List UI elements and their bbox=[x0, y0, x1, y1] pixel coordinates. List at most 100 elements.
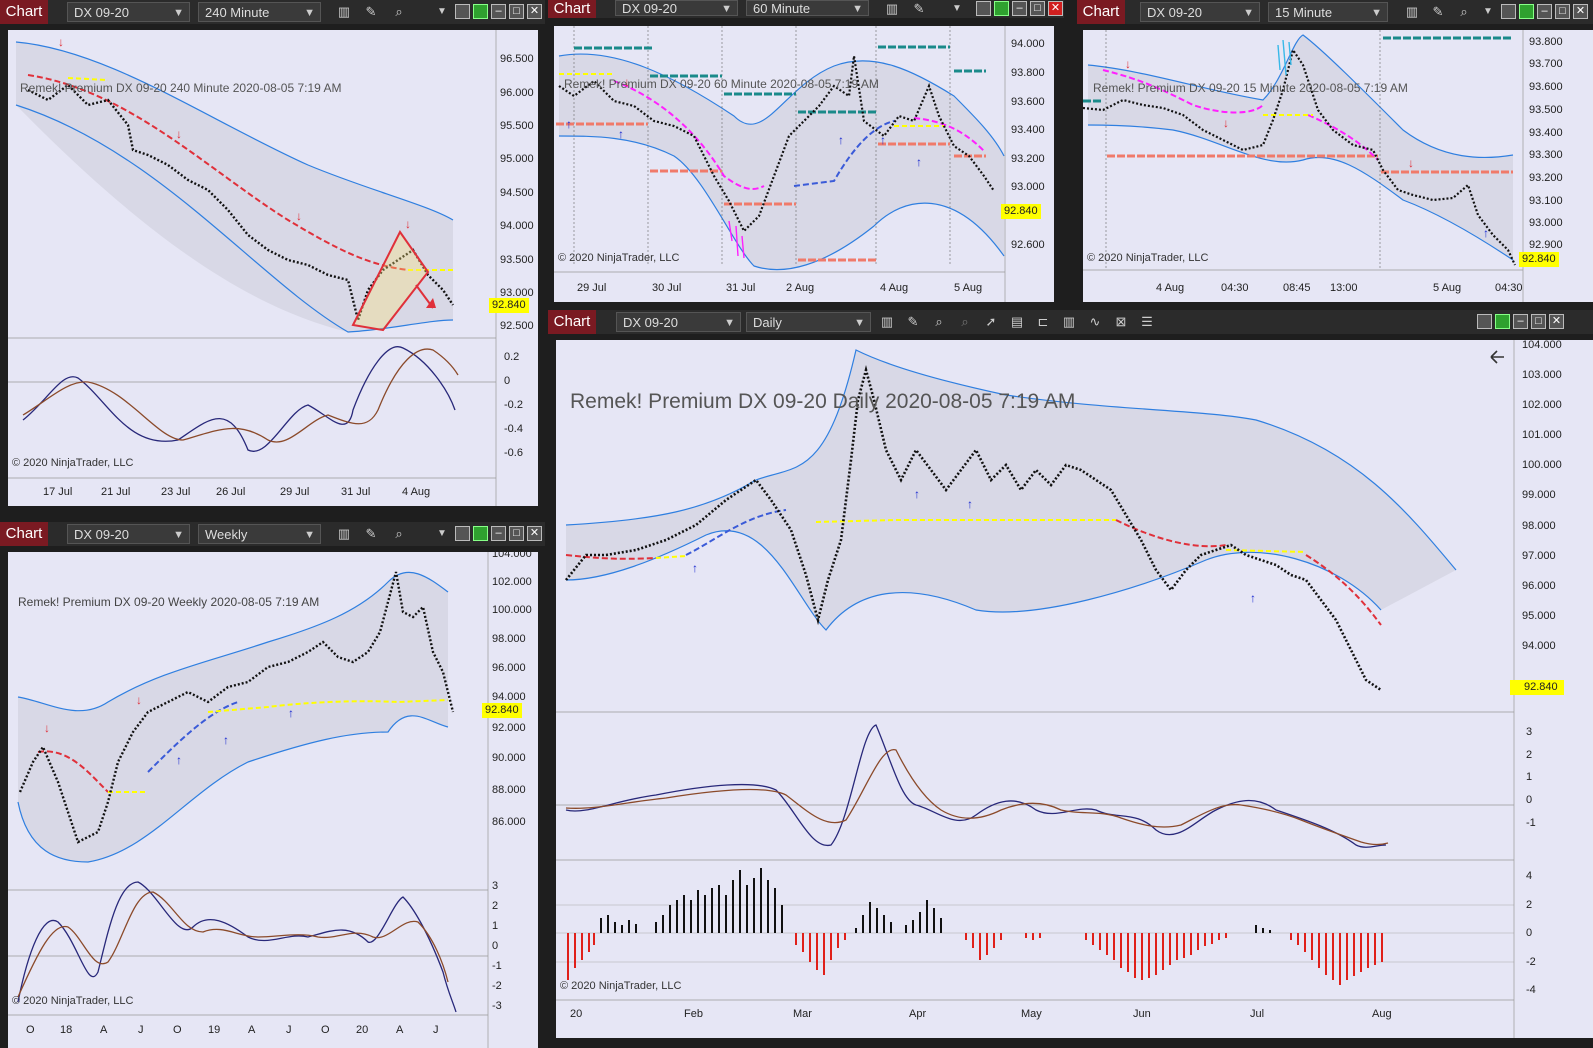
pointer-icon[interactable]: ➚ bbox=[985, 314, 997, 329]
window-link-button[interactable] bbox=[1477, 314, 1492, 329]
instrument-selector[interactable]: DX 09-20 ▼ bbox=[615, 0, 738, 16]
window-green-button[interactable] bbox=[1495, 314, 1510, 329]
minimize-button[interactable]: – bbox=[1537, 4, 1552, 19]
title-bar: Chart DX 09-20 ▼ 60 Minute ▼ ▥ ✎ ▼ – □ ✕ bbox=[548, 0, 1064, 18]
last-price-tag: 92.840 bbox=[1510, 680, 1564, 695]
chart-tab[interactable]: Chart bbox=[548, 0, 596, 18]
close-button[interactable]: ✕ bbox=[527, 4, 542, 19]
draw-tool-icon[interactable]: ✎ bbox=[1432, 4, 1444, 19]
plot-area[interactable]: ↓ ↓ ↓ ↓ Remek! Premium DX 09-20 240 Minu… bbox=[8, 30, 538, 506]
draw-tool-icon[interactable]: ✎ bbox=[907, 314, 919, 329]
time-tick: 26 Jul bbox=[216, 486, 246, 498]
draw-tool-icon[interactable]: ✎ bbox=[913, 1, 925, 16]
chart-window-15-minute: Chart DX 09-20 ▼ 15 Minute ▼ ▥ ✎ ⌕ ▼ – □ ✕ bbox=[1077, 0, 1593, 306]
hist-tick: -4 bbox=[1526, 984, 1536, 996]
minimize-button[interactable]: – bbox=[1012, 1, 1027, 16]
list-icon[interactable]: ☰ bbox=[1141, 314, 1153, 329]
timeframe-selector[interactable]: 15 Minute ▼ bbox=[1268, 2, 1388, 22]
instrument-selector[interactable]: DX 09-20 ▼ bbox=[616, 312, 741, 332]
instrument-value: DX 09-20 bbox=[74, 5, 129, 20]
chart-tab[interactable]: Chart bbox=[1077, 0, 1125, 24]
bar-type-icon[interactable]: ▥ bbox=[880, 314, 894, 329]
time-tick: 31 Jul bbox=[726, 282, 756, 294]
instrument-value: DX 09-20 bbox=[623, 315, 678, 330]
timeframe-selector[interactable]: Weekly ▼ bbox=[198, 524, 321, 544]
data-box-icon[interactable]: ▤ bbox=[1010, 314, 1024, 329]
window-green-button[interactable] bbox=[473, 4, 488, 19]
plot-area[interactable]: ↓ ↓ ↓ ↑ Remek! Premium DX 09-20 15 Minut… bbox=[1083, 30, 1593, 302]
indicators-icon[interactable]: ▥ bbox=[1062, 314, 1076, 329]
osc-tick: 0.2 bbox=[504, 351, 520, 363]
instrument-selector[interactable]: DX 09-20 ▼ bbox=[67, 2, 190, 22]
chart-svg-60: ↑ ↑ ↑ ↑ ↑ ↓ bbox=[554, 26, 1006, 302]
chart-tab[interactable]: Chart bbox=[0, 522, 48, 546]
price-tick: 93.200 bbox=[1529, 172, 1563, 184]
bar-type-icon[interactable]: ▥ bbox=[1405, 4, 1419, 19]
zoom-out-icon[interactable]: ⌕ bbox=[961, 314, 969, 329]
price-tick: 94.000 bbox=[1011, 38, 1045, 50]
time-tick: Feb bbox=[684, 1008, 703, 1020]
timeframe-selector[interactable]: Daily ▼ bbox=[746, 312, 871, 332]
window-green-button[interactable] bbox=[1519, 4, 1534, 19]
chart-tab[interactable]: Chart bbox=[0, 0, 48, 24]
price-tick: 94.000 bbox=[492, 691, 526, 703]
maximize-button[interactable]: □ bbox=[1531, 314, 1546, 329]
close-button[interactable]: ✕ bbox=[1048, 1, 1063, 16]
draw-tool-icon[interactable]: ✎ bbox=[365, 526, 377, 541]
minimize-button[interactable]: – bbox=[1513, 314, 1528, 329]
more-dropdown-icon[interactable]: ▼ bbox=[437, 528, 447, 539]
time-tick: 17 Jul bbox=[43, 486, 73, 498]
close-button[interactable]: ✕ bbox=[1549, 314, 1564, 329]
close-button[interactable]: ✕ bbox=[1573, 4, 1588, 19]
timeframe-selector[interactable]: 60 Minute ▼ bbox=[746, 0, 869, 16]
plot-area[interactable]: ↑ ↑ ↑ ↑ bbox=[556, 339, 1593, 1038]
timeframe-selector[interactable]: 240 Minute ▼ bbox=[198, 2, 321, 22]
maximize-button[interactable]: □ bbox=[509, 526, 524, 541]
back-arrow-icon[interactable] bbox=[1484, 348, 1508, 368]
close-button[interactable]: ✕ bbox=[527, 526, 542, 541]
window-link-button[interactable] bbox=[976, 1, 991, 16]
window-green-button[interactable] bbox=[994, 1, 1009, 16]
price-tick: 93.500 bbox=[1529, 104, 1563, 116]
timeframe-value: 60 Minute bbox=[753, 1, 811, 16]
more-dropdown-icon[interactable]: ▼ bbox=[1483, 6, 1493, 17]
more-dropdown-icon[interactable]: ▼ bbox=[437, 6, 447, 17]
plot-area[interactable]: ↑ ↑ ↑ ↑ ↑ ↓ Remek! Premium DX 09-20 60 M… bbox=[554, 26, 1054, 302]
zoom-icon[interactable]: ⌕ bbox=[395, 4, 403, 19]
time-tick: 2 Aug bbox=[786, 282, 815, 294]
price-tick: 92.000 bbox=[492, 722, 526, 734]
price-tick: 97.000 bbox=[1522, 550, 1556, 562]
bar-type-icon[interactable]: ▥ bbox=[337, 4, 351, 19]
minimize-button[interactable]: – bbox=[491, 526, 506, 541]
window-green-button[interactable] bbox=[473, 526, 488, 541]
zoom-in-icon[interactable]: ⌕ bbox=[935, 314, 943, 329]
price-tick: 94.500 bbox=[500, 187, 534, 199]
zoom-icon[interactable]: ⌕ bbox=[1460, 4, 1468, 19]
maximize-button[interactable]: □ bbox=[509, 4, 524, 19]
minimize-button[interactable]: – bbox=[491, 4, 506, 19]
zoom-icon[interactable]: ⌕ bbox=[395, 526, 403, 541]
chart-trader-icon[interactable]: ⊏ bbox=[1037, 314, 1049, 329]
instrument-selector[interactable]: DX 09-20 ▼ bbox=[1140, 2, 1260, 22]
copyright: © 2020 NinjaTrader, LLC bbox=[1087, 252, 1209, 264]
chart-tab[interactable]: Chart bbox=[548, 310, 596, 334]
maximize-button[interactable]: □ bbox=[1030, 1, 1045, 16]
bar-type-icon[interactable]: ▥ bbox=[337, 526, 351, 541]
window-link-button[interactable] bbox=[455, 526, 470, 541]
osc-tick: -1 bbox=[492, 960, 502, 972]
properties-icon[interactable]: ⊠ bbox=[1115, 314, 1127, 329]
plot-area[interactable]: ↓ ↓ ↑ ↑ ↑ Remek! Premium DX 09-20 Weekly… bbox=[8, 548, 538, 1048]
time-tick: 31 Jul bbox=[341, 486, 371, 498]
bar-type-icon[interactable]: ▥ bbox=[885, 1, 899, 16]
strategies-icon[interactable]: ∿ bbox=[1089, 314, 1101, 329]
maximize-button[interactable]: □ bbox=[1555, 4, 1570, 19]
time-axis: 4 Aug 04:30 08:45 13:00 5 Aug 04:30 bbox=[1083, 282, 1523, 302]
price-axis: 96.500 96.000 95.500 95.000 94.500 94.00… bbox=[489, 30, 538, 506]
time-tick: 08:45 bbox=[1283, 282, 1311, 294]
chart-svg-15: ↓ ↓ ↓ ↑ bbox=[1083, 30, 1524, 302]
window-link-button[interactable] bbox=[455, 4, 470, 19]
draw-tool-icon[interactable]: ✎ bbox=[365, 4, 377, 19]
instrument-selector[interactable]: DX 09-20 ▼ bbox=[67, 524, 190, 544]
more-dropdown-icon[interactable]: ▼ bbox=[952, 3, 962, 14]
window-link-button[interactable] bbox=[1501, 4, 1516, 19]
